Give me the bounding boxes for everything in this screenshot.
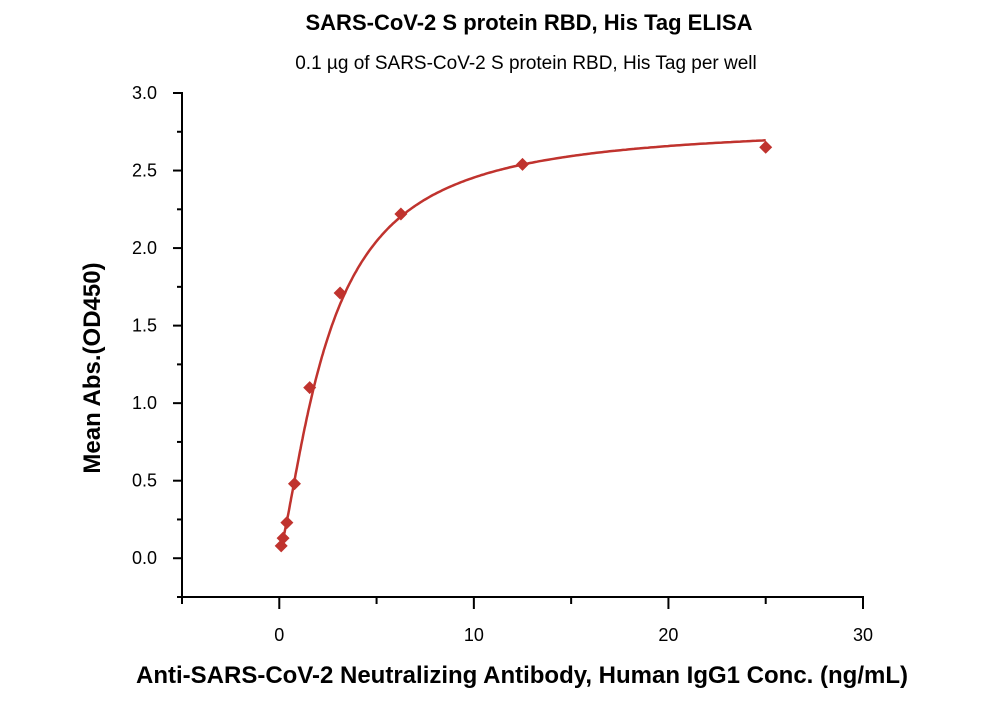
data-point <box>333 286 347 300</box>
y-tick-label: 2.5 <box>132 161 157 181</box>
y-tick-label: 2.0 <box>132 238 157 258</box>
chart-title: SARS-CoV-2 S protein RBD, His Tag ELISA <box>306 10 753 35</box>
y-tick-label: 1.5 <box>132 316 157 336</box>
data-point <box>394 207 408 221</box>
y-tick-label: 0.5 <box>132 471 157 491</box>
fit-curve <box>279 139 766 547</box>
data-point <box>303 381 317 395</box>
x-tick-label: 20 <box>658 625 678 645</box>
x-tick-label: 0 <box>274 625 284 645</box>
data-point <box>287 477 301 491</box>
data-point <box>280 516 294 530</box>
y-tick-label: 1.0 <box>132 393 157 413</box>
data-point <box>276 531 290 545</box>
axes: 0.0 0.5 1.0 1.5 2.0 2.5 3.0 0 10 20 30 <box>132 83 873 645</box>
y-axis-label: Mean Abs.(OD450) <box>79 262 106 473</box>
data-point <box>516 157 529 171</box>
x-tick-label: 30 <box>853 625 873 645</box>
x-tick-label: 10 <box>464 625 484 645</box>
plot-area <box>274 139 773 553</box>
y-tick-label: 3.0 <box>132 83 157 103</box>
y-tick-label: 0.0 <box>132 548 157 568</box>
data-point <box>759 140 773 154</box>
x-axis-label: Anti-SARS-CoV-2 Neutralizing Antibody, H… <box>136 662 908 689</box>
chart-subtitle: 0.1 µg of SARS-CoV-2 S protein RBD, His … <box>295 53 757 74</box>
